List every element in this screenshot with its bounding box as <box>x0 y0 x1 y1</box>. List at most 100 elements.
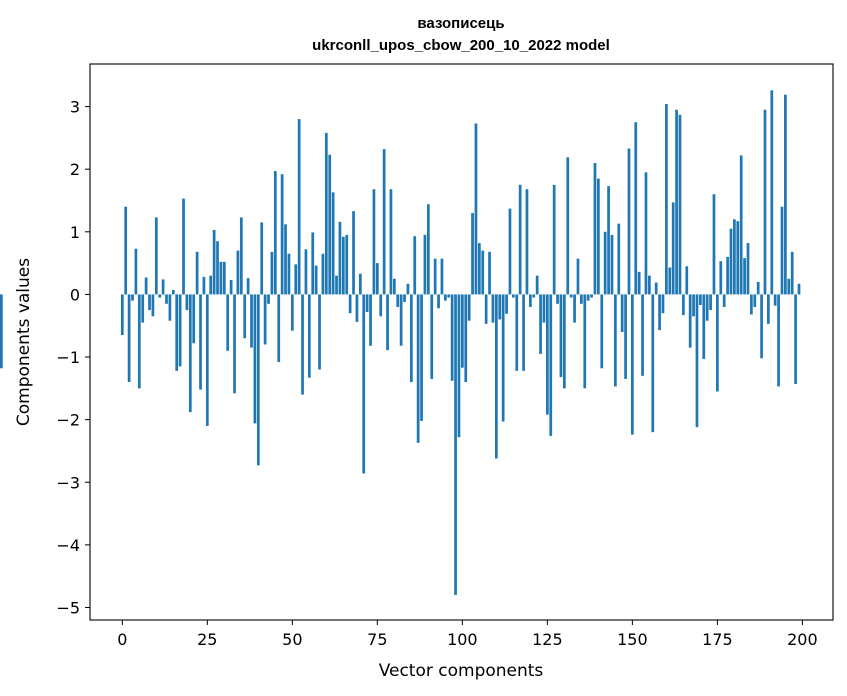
y-tick-label: −1 <box>56 348 80 367</box>
bar <box>165 294 168 304</box>
bar <box>243 294 247 339</box>
bar <box>246 278 250 295</box>
bar <box>753 294 757 307</box>
bar <box>797 283 801 295</box>
bar <box>358 273 362 295</box>
bar <box>699 294 702 306</box>
bar <box>563 294 566 389</box>
bar <box>760 294 763 359</box>
bar <box>477 243 481 295</box>
bar <box>297 119 301 295</box>
bar <box>651 294 655 433</box>
bar <box>154 217 158 295</box>
bar <box>641 294 644 376</box>
x-tick-label: 50 <box>282 630 302 649</box>
bar <box>637 271 641 295</box>
bar <box>175 294 179 371</box>
bar <box>559 294 563 378</box>
bar <box>743 258 746 295</box>
bar <box>787 278 791 295</box>
bar <box>607 186 610 295</box>
bar <box>620 294 624 332</box>
bar <box>144 277 148 295</box>
bar <box>423 234 427 295</box>
bar <box>290 294 294 331</box>
bar <box>222 261 226 295</box>
bar <box>763 109 767 295</box>
bar <box>263 294 267 345</box>
bar <box>624 294 627 379</box>
bar <box>307 294 311 378</box>
bar <box>134 248 138 295</box>
bar <box>304 249 308 295</box>
bar <box>447 294 451 298</box>
x-axis-ticks: 0 25 50 75 100 125 150 175 200 <box>117 620 818 649</box>
bar <box>331 192 335 295</box>
bar <box>603 231 607 295</box>
bar <box>675 109 678 295</box>
bar <box>736 221 740 295</box>
bar <box>719 261 723 295</box>
bar <box>256 294 260 466</box>
bar <box>253 294 257 424</box>
bar <box>610 234 614 295</box>
bar <box>780 206 784 295</box>
bar <box>273 171 277 295</box>
bar <box>729 228 733 295</box>
bar <box>746 243 750 295</box>
y-tick-label: −2 <box>56 411 80 430</box>
bar <box>654 282 658 295</box>
bar <box>192 294 196 344</box>
bar <box>158 294 162 298</box>
bar <box>491 294 495 323</box>
bar <box>515 294 519 371</box>
y-tick-label: 0 <box>70 285 80 304</box>
bar <box>712 194 716 295</box>
bar <box>512 294 515 298</box>
bar <box>328 154 332 295</box>
bar <box>413 236 417 295</box>
bar <box>406 283 410 295</box>
bar <box>233 294 236 394</box>
bar <box>314 265 318 295</box>
bar <box>188 294 192 413</box>
bar <box>770 90 774 295</box>
bar <box>335 275 338 295</box>
bar <box>665 104 668 295</box>
bar <box>474 123 478 295</box>
bar <box>287 253 291 295</box>
bar <box>161 279 165 295</box>
bar <box>277 294 281 363</box>
bar <box>131 294 134 301</box>
bar <box>529 294 532 307</box>
bar <box>409 294 413 383</box>
chart-subtitle: ukrconll_upos_cbow_200_10_2022 model <box>312 37 610 54</box>
bar <box>460 294 464 368</box>
bar <box>294 264 298 295</box>
bar <box>392 278 396 295</box>
y-tick-label: −3 <box>56 473 80 492</box>
bar <box>403 294 406 302</box>
bar <box>171 290 175 295</box>
bar <box>311 232 315 295</box>
bar <box>318 294 321 370</box>
bar <box>151 294 155 317</box>
bar <box>124 206 128 295</box>
bar <box>648 275 651 295</box>
x-tick-label: 200 <box>787 630 818 649</box>
bar <box>375 263 379 295</box>
bar <box>372 189 376 295</box>
bar <box>416 294 420 443</box>
bar <box>443 294 447 301</box>
bar <box>168 294 172 321</box>
bar <box>236 250 240 295</box>
bar <box>362 294 366 474</box>
bar <box>182 198 185 295</box>
x-tick-label: 100 <box>447 630 478 649</box>
bar <box>471 213 474 295</box>
bar <box>454 294 457 595</box>
bar <box>365 294 369 312</box>
bar <box>348 294 352 314</box>
bar <box>127 294 131 383</box>
bar <box>120 294 124 336</box>
